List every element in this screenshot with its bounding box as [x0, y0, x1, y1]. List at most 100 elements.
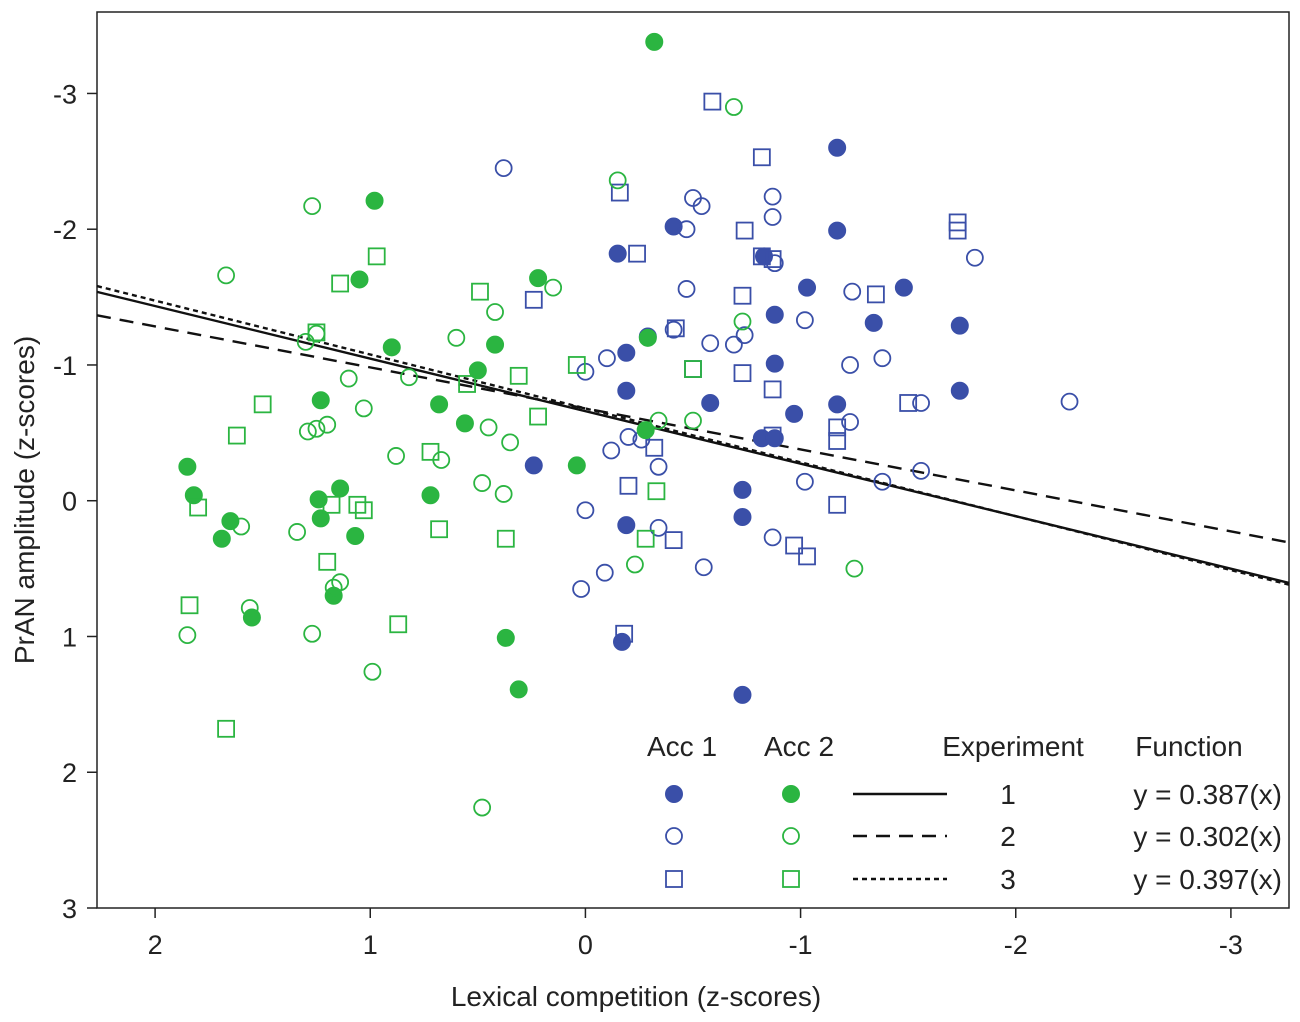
point-acc1-exp3	[666, 319, 685, 338]
point-acc2-exp2	[324, 578, 343, 597]
point-acc1-exp3	[828, 432, 847, 450]
point-acc2-exp2	[296, 332, 315, 351]
point-acc1-exp3	[524, 290, 543, 309]
point-acc2-exp2	[298, 422, 317, 441]
point-acc1-exp2	[677, 280, 696, 298]
point-acc1-exp2	[494, 159, 513, 178]
point-acc1-exp2	[841, 356, 859, 374]
point-acc1-exp3	[733, 364, 752, 383]
point-acc1-exp2	[598, 349, 616, 368]
point-acc2-exp2	[845, 559, 864, 578]
point-acc2-exp1	[636, 421, 655, 440]
point-acc2-exp3	[189, 498, 208, 517]
point-acc1-exp3	[828, 495, 847, 514]
legend-function: y = 0.302(x)	[1133, 821, 1282, 852]
x-tick-label: -1	[789, 930, 813, 960]
point-acc2-exp2	[303, 624, 322, 643]
point-acc1-exp3	[645, 438, 664, 457]
point-acc1-exp3	[798, 547, 816, 566]
point-acc1-exp2	[649, 518, 668, 537]
point-acc1-exp2	[595, 563, 614, 582]
point-acc1-exp2	[795, 472, 814, 491]
point-acc2-exp1	[365, 191, 384, 210]
point-acc2-exp3	[354, 501, 373, 520]
point-acc2-exp2	[486, 303, 504, 321]
point-acc2-exp3	[430, 520, 449, 539]
point-acc2-exp2	[178, 626, 197, 645]
point-acc1-exp2	[763, 187, 782, 206]
point-acc2-exp1	[430, 395, 449, 414]
point-acc1-exp3	[610, 183, 629, 202]
point-acc1-exp2	[649, 457, 668, 476]
point-acc1-exp1	[617, 343, 636, 362]
point-acc2-exp2	[303, 197, 322, 216]
x-tick-label: 1	[363, 930, 378, 960]
point-acc1-exp2	[912, 394, 930, 412]
point-acc2-exp3	[253, 395, 272, 414]
legend-rows: 1 y = 0.387(x) 2 y = 0.302(x) 3 y = 0.397(x)	[665, 779, 1282, 895]
point-acc1-exp3	[899, 394, 918, 412]
point-acc1-exp1	[733, 508, 752, 527]
point-acc2-exp3	[529, 407, 547, 426]
point-acc2-exp2	[608, 171, 627, 190]
y-axis-label: PrAN amplitude (z-scores)	[9, 336, 40, 664]
point-acc2-exp2	[339, 369, 358, 388]
point-acc1-exp2	[701, 334, 720, 353]
x-tick-label: 0	[578, 930, 593, 960]
point-acc2-exp1	[645, 32, 664, 51]
point-acc2-exp1	[638, 328, 657, 347]
point-acc1-exp3	[733, 286, 752, 305]
point-acc1-exp1	[828, 395, 847, 414]
point-acc1-exp2	[965, 248, 984, 267]
point-acc1-exp3	[752, 247, 771, 266]
legend-marker-acc1-exp1	[665, 785, 683, 803]
point-acc2-exp2	[307, 419, 326, 438]
point-acc2-exp1	[212, 529, 231, 548]
point-acc2-exp1	[567, 456, 586, 475]
point-acc2-exp3	[367, 247, 386, 266]
point-acc1-exp2	[873, 472, 892, 491]
point-acc1-exp2	[843, 282, 862, 301]
point-acc1-exp2	[795, 311, 814, 330]
point-acc1-exp1	[765, 354, 784, 373]
point-acc2-exp2	[400, 368, 418, 387]
x-tick-label: 2	[148, 930, 163, 960]
point-acc1-exp2	[763, 208, 782, 226]
legend-header-experiment: Experiment	[942, 731, 1084, 762]
point-acc2-exp1	[184, 486, 203, 505]
point-acc2-exp3	[421, 442, 440, 461]
point-acc2-exp2	[363, 662, 382, 681]
point-acc1-exp2	[735, 326, 754, 345]
fit-line-experiment-1	[96, 290, 1290, 585]
point-acc1-exp2	[664, 320, 683, 339]
point-acc2-exp3	[307, 323, 326, 342]
plot-frame	[96, 11, 1290, 909]
point-acc2-exp1	[311, 391, 330, 410]
x-axis-label: Lexical competition (z-scores)	[451, 981, 821, 1012]
point-acc2-exp1	[178, 457, 197, 476]
point-acc2-exp2	[494, 485, 513, 503]
point-acc1-exp1	[524, 456, 543, 475]
point-acc1-exp2	[841, 413, 859, 431]
point-acc1-exp1	[608, 244, 627, 263]
point-acc2-exp2	[649, 411, 668, 430]
legend-experiment-number: 3	[1000, 864, 1016, 895]
legend-marker-acc2-exp2	[782, 827, 800, 845]
point-acc2-exp2	[684, 411, 702, 430]
point-acc2-exp3	[509, 366, 528, 385]
point-acc1-exp2	[692, 197, 711, 216]
point-acc1-exp2	[602, 441, 621, 460]
x-tick-label: -3	[1219, 930, 1243, 960]
point-acc2-exp3	[636, 529, 655, 548]
point-acc2-exp2	[479, 418, 498, 437]
point-acc1-exp3	[628, 244, 646, 263]
point-acc2-exp1	[309, 490, 328, 509]
legend-experiment-number: 2	[1000, 821, 1016, 852]
point-acc2-exp1	[346, 527, 365, 546]
point-acc1-exp2	[576, 501, 595, 520]
point-acc2-exp1	[468, 361, 487, 380]
point-acc1-exp2	[724, 335, 743, 354]
y-tick-label: -1	[53, 351, 77, 381]
point-acc1-exp2	[694, 558, 713, 577]
y-tick-label: -3	[53, 79, 77, 109]
